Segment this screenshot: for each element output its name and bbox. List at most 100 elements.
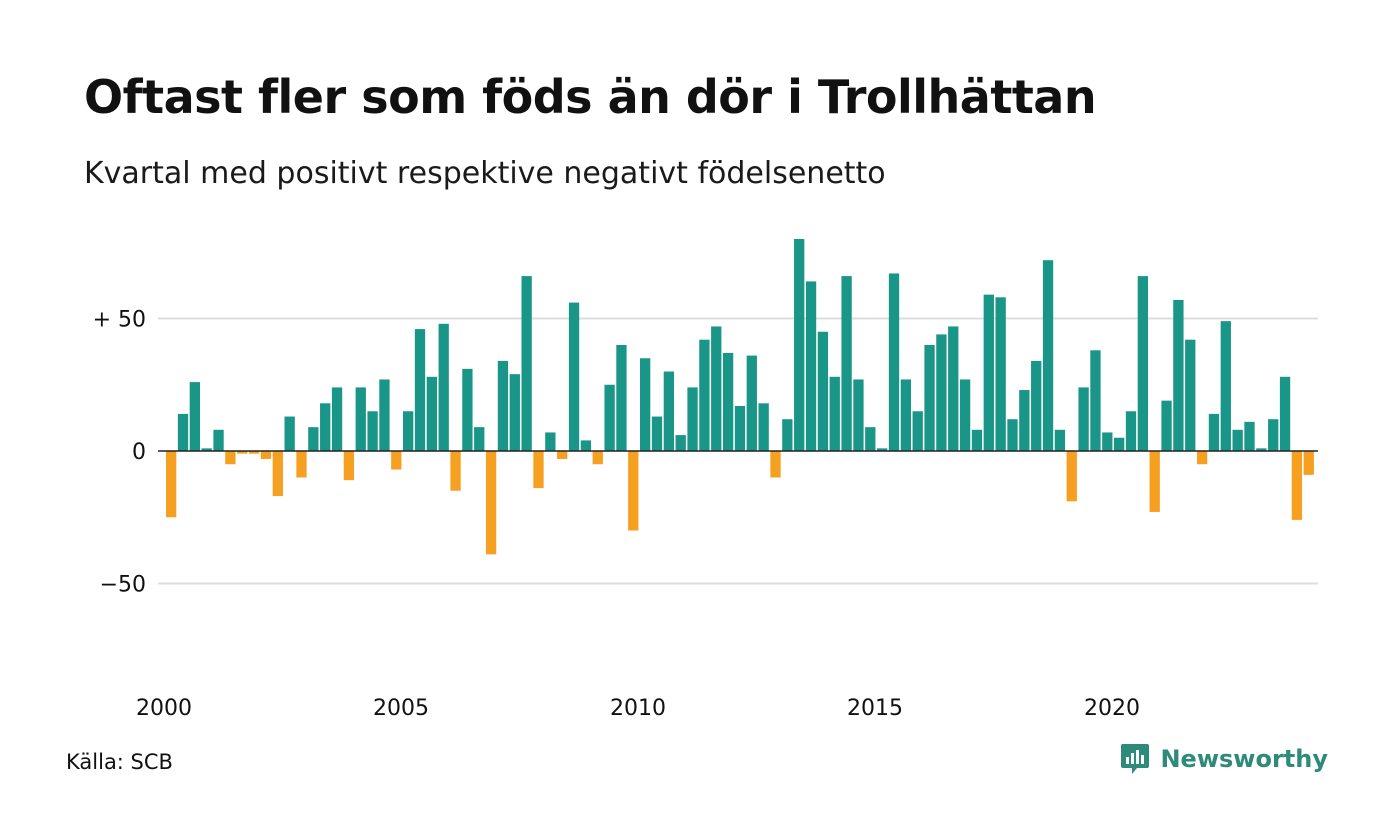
bar: 2006 Q1: -15 xyxy=(450,451,461,491)
bar: 2019 Q3: 38 xyxy=(1090,350,1101,451)
chart-title: Oftast fler som föds än dör i Trollhätta… xyxy=(84,70,1097,124)
bar: 2002 Q3: 13 xyxy=(284,416,295,451)
bar: 2016 Q1: 40 xyxy=(924,345,935,451)
bar: 2021 Q2: 57 xyxy=(1173,299,1184,451)
y-tick-label: −50 xyxy=(100,573,146,598)
bar: 2005 Q2: 46 xyxy=(414,329,426,451)
bar: 2000 Q3: 26 xyxy=(189,382,200,451)
bar: 2014 Q3: 27 xyxy=(853,379,864,451)
bar: 2008 Q3: 56 xyxy=(568,302,580,451)
bar: 2023 Q1: 1 xyxy=(1256,448,1267,451)
bar: 2015 Q3: 27 xyxy=(900,379,911,451)
bar: 2011 Q2: 42 xyxy=(699,339,710,451)
bar: 2000 Q4: 1 xyxy=(201,448,212,451)
bar: 2019 Q2: 24 xyxy=(1078,387,1089,451)
bar: 2014 Q2: 66 xyxy=(841,276,852,451)
bar: 2015 Q1: 1 xyxy=(877,448,888,451)
bar: 2008 Q1: 7 xyxy=(545,432,556,451)
bar: 2004 Q2: 15 xyxy=(367,411,378,451)
bar: 2009 Q1: -5 xyxy=(592,451,603,465)
bar: 2010 Q1: 35 xyxy=(640,358,651,451)
bar: 2009 Q4: -30 xyxy=(628,451,639,531)
x-tick-label: 2015 xyxy=(847,696,903,721)
y-tick-label: + 50 xyxy=(93,308,146,333)
bar: 2013 Q3: 64 xyxy=(805,281,817,451)
bar: 2005 Q1: 15 xyxy=(403,411,414,451)
bar: 2017 Q2: 59 xyxy=(983,294,994,451)
bar: 2022 Q4: 11 xyxy=(1244,421,1255,451)
bar: 2000 Q1: -25 xyxy=(166,451,177,518)
bar: 2004 Q1: 24 xyxy=(355,387,366,451)
bar: 2007 Q3: 66 xyxy=(521,276,532,451)
bar: 2006 Q2: 31 xyxy=(462,368,473,451)
bar: 2007 Q1: 34 xyxy=(497,360,509,451)
bar: 2010 Q2: 13 xyxy=(651,416,663,451)
bar: 2009 Q2: 25 xyxy=(604,384,615,451)
bar: 2012 Q1: 17 xyxy=(734,405,746,451)
bar: 2008 Q4: 4 xyxy=(580,440,592,451)
bar: 2002 Q2: -17 xyxy=(272,451,283,497)
bar: 2018 Q4: 8 xyxy=(1054,429,1066,451)
bar: 2013 Q2: 80 xyxy=(794,239,805,451)
bar: 2021 Q4: -5 xyxy=(1196,451,1208,465)
bar: 2001 Q4: -1 xyxy=(248,451,260,454)
bar: 2018 Q3: 72 xyxy=(1042,260,1054,451)
bar: 2003 Q3: 24 xyxy=(331,387,343,451)
bar: 2024 Q1: -9 xyxy=(1303,451,1314,475)
bar: 2001 Q1: 8 xyxy=(213,429,224,451)
bar: 2017 Q3: 58 xyxy=(995,297,1006,451)
bars: 2000 Q1: -252000 Q2: 142000 Q3: 262000 Q… xyxy=(166,239,1314,555)
bar: 2015 Q4: 15 xyxy=(912,411,923,451)
bar: 2003 Q1: 9 xyxy=(308,427,319,451)
bar: 2009 Q3: 40 xyxy=(616,345,627,451)
bar: 2023 Q2: 12 xyxy=(1268,419,1279,451)
bar: 2022 Q2: 49 xyxy=(1220,321,1231,451)
x-axis-ticks: 2000 2005 2010 2015 2020 xyxy=(136,696,1140,721)
bar: 2021 Q1: 19 xyxy=(1161,400,1172,451)
bar: 2015 Q2: 67 xyxy=(888,273,900,451)
bar: 2012 Q2: 36 xyxy=(746,355,757,451)
bar: 2010 Q3: 30 xyxy=(663,371,674,451)
brand-name: Newsworthy xyxy=(1160,745,1328,773)
bar: 2014 Q4: 9 xyxy=(865,427,876,451)
bar: 2005 Q3: 28 xyxy=(426,376,437,451)
bar: 2016 Q2: 44 xyxy=(936,334,947,451)
bar: 2019 Q4: 7 xyxy=(1102,432,1113,451)
bar: 2003 Q4: -11 xyxy=(343,451,355,481)
bar: 2018 Q1: 23 xyxy=(1019,390,1030,451)
y-axis-ticks: + 50 0 −50 xyxy=(93,308,146,598)
bar: 2006 Q4: -39 xyxy=(485,451,497,555)
bar: 2019 Q1: -19 xyxy=(1066,451,1077,502)
bar: 2007 Q4: -14 xyxy=(533,451,544,489)
bar: 2001 Q2: -5 xyxy=(225,451,236,465)
bar: 2008 Q2: -3 xyxy=(557,451,568,459)
bar: 2011 Q1: 24 xyxy=(687,387,698,451)
bar: 2011 Q3: 47 xyxy=(711,326,722,451)
bar: 2018 Q2: 34 xyxy=(1031,360,1042,451)
bar: 2022 Q3: 8 xyxy=(1232,429,1243,451)
bar: 2012 Q4: -10 xyxy=(770,451,781,478)
bar: 2020 Q1: 5 xyxy=(1114,437,1125,451)
bar: 2016 Q3: 47 xyxy=(948,326,959,451)
bar: 2023 Q4: -26 xyxy=(1291,451,1303,520)
bar: 2017 Q1: 8 xyxy=(971,429,983,451)
bar: 2014 Q1: 28 xyxy=(829,376,840,451)
x-tick-label: 2020 xyxy=(1084,696,1140,721)
bar: 2005 Q4: 48 xyxy=(438,323,449,451)
bar: 2004 Q4: -7 xyxy=(391,451,402,470)
bar: 2006 Q3: 9 xyxy=(474,427,485,451)
bar: 2007 Q2: 29 xyxy=(509,374,520,451)
bar: 2013 Q4: 45 xyxy=(817,331,829,451)
y-tick-label: 0 xyxy=(132,440,146,465)
bar: 2010 Q4: 6 xyxy=(675,435,686,451)
bar: 2002 Q4: -10 xyxy=(296,451,307,478)
source-note: Källa: SCB xyxy=(66,750,173,774)
bar: 2001 Q3: -1 xyxy=(237,451,248,454)
bar: 2002 Q1: -3 xyxy=(260,451,272,459)
bar: 2023 Q3: 28 xyxy=(1279,376,1291,451)
chart-subtitle: Kvartal med positivt respektive negativt… xyxy=(84,156,886,191)
bar: 2016 Q4: 27 xyxy=(959,379,971,451)
x-tick-label: 2010 xyxy=(610,696,666,721)
bar: 2020 Q4: -23 xyxy=(1149,451,1160,512)
brand-logo: Newsworthy xyxy=(1120,742,1328,776)
